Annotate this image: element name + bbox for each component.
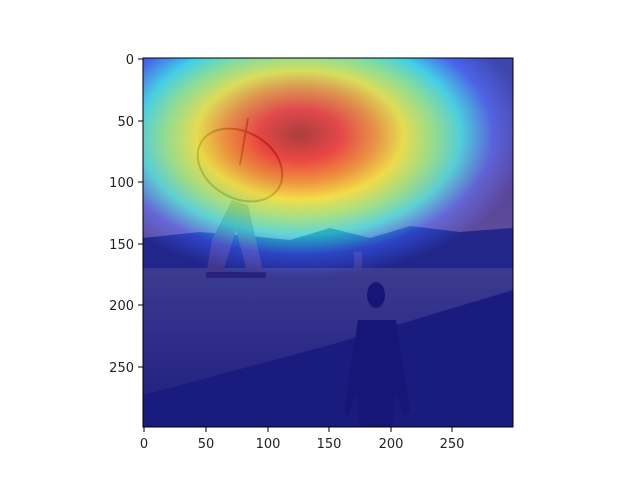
- y-tick-label: 200: [109, 299, 134, 314]
- activation-overlay: [143, 58, 513, 427]
- x-tick-label: 50: [198, 437, 215, 452]
- x-tick-label: 0: [140, 437, 148, 452]
- y-tick-label: 100: [109, 176, 134, 191]
- x-tick-label: 250: [440, 437, 465, 452]
- y-tick-label: 0: [126, 53, 134, 68]
- x-tick-label: 150: [317, 437, 342, 452]
- x-tick-label: 100: [256, 437, 281, 452]
- plot-frame: [142, 57, 514, 428]
- y-tick-label: 50: [117, 115, 134, 130]
- y-tick-label: 150: [109, 238, 134, 253]
- heatmap-image: [143, 58, 513, 427]
- x-tick-label: 200: [379, 437, 404, 452]
- y-axis: 0 50 100 150 200 250: [109, 53, 143, 376]
- x-axis: 0 50 100 150 200 250: [140, 427, 465, 452]
- y-tick-label: 250: [109, 361, 134, 376]
